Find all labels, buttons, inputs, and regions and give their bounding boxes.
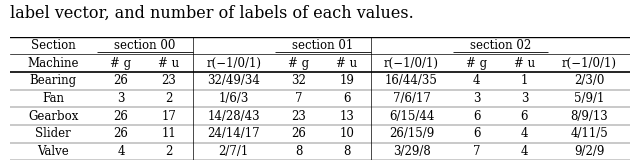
Text: 2: 2 [165, 145, 172, 158]
Text: label vector, and number of labels of each values.: label vector, and number of labels of ea… [10, 5, 413, 22]
Text: 6: 6 [521, 110, 528, 123]
Text: 19: 19 [339, 74, 354, 87]
Text: Slider: Slider [35, 127, 71, 140]
Text: r(−1/0/1): r(−1/0/1) [384, 57, 439, 70]
Text: 1/6/3: 1/6/3 [219, 92, 249, 105]
Text: 24/14/17: 24/14/17 [207, 127, 260, 140]
Text: 4: 4 [473, 74, 480, 87]
Text: 26: 26 [291, 127, 306, 140]
Text: 6: 6 [343, 92, 350, 105]
Text: 26: 26 [113, 74, 129, 87]
Text: 7: 7 [295, 92, 303, 105]
Text: section 02: section 02 [470, 39, 531, 52]
Text: 26/15/9: 26/15/9 [389, 127, 434, 140]
Text: # g: # g [466, 57, 487, 70]
Text: 32/49/34: 32/49/34 [207, 74, 260, 87]
Text: 26: 26 [113, 110, 129, 123]
Text: 32: 32 [291, 74, 306, 87]
Text: Gearbox: Gearbox [28, 110, 79, 123]
Text: 4: 4 [521, 145, 528, 158]
Text: 3/29/8: 3/29/8 [393, 145, 431, 158]
Text: 4: 4 [117, 145, 125, 158]
Text: 6: 6 [473, 127, 480, 140]
Text: 7/6/17: 7/6/17 [392, 92, 431, 105]
Text: 26: 26 [113, 127, 129, 140]
Text: # g: # g [110, 57, 131, 70]
Text: r(−1/0/1): r(−1/0/1) [562, 57, 617, 70]
Text: # u: # u [158, 57, 179, 70]
Text: 6/15/44: 6/15/44 [389, 110, 435, 123]
Text: 14/28/43: 14/28/43 [207, 110, 260, 123]
Text: 3: 3 [117, 92, 125, 105]
Text: 4/11/5: 4/11/5 [570, 127, 608, 140]
Text: 23: 23 [161, 74, 176, 87]
Text: 17: 17 [161, 110, 176, 123]
Text: 2/3/0: 2/3/0 [574, 74, 605, 87]
Text: 3: 3 [521, 92, 528, 105]
Text: 5/9/1: 5/9/1 [574, 92, 605, 105]
Text: 4: 4 [521, 127, 528, 140]
Text: 8: 8 [343, 145, 350, 158]
Text: Bearing: Bearing [29, 74, 77, 87]
Text: 2/7/1: 2/7/1 [219, 145, 249, 158]
Text: # u: # u [514, 57, 535, 70]
Text: 11: 11 [161, 127, 176, 140]
Text: 8: 8 [295, 145, 303, 158]
Text: 9/2/9: 9/2/9 [574, 145, 605, 158]
Text: 7: 7 [473, 145, 480, 158]
Text: 3: 3 [473, 92, 480, 105]
Text: Valve: Valve [37, 145, 69, 158]
Text: Machine: Machine [28, 57, 79, 70]
Text: 1: 1 [521, 74, 528, 87]
Text: section 00: section 00 [114, 39, 175, 52]
Text: 10: 10 [339, 127, 354, 140]
Text: Fan: Fan [42, 92, 64, 105]
Text: 2: 2 [165, 92, 172, 105]
Text: # u: # u [336, 57, 357, 70]
Text: 13: 13 [339, 110, 354, 123]
Text: 6: 6 [473, 110, 480, 123]
Text: section 01: section 01 [292, 39, 353, 52]
Text: Section: Section [31, 39, 76, 52]
Text: 8/9/13: 8/9/13 [570, 110, 608, 123]
Text: r(−1/0/1): r(−1/0/1) [206, 57, 261, 70]
Text: # g: # g [288, 57, 309, 70]
Text: 16/44/35: 16/44/35 [385, 74, 438, 87]
Text: 23: 23 [291, 110, 306, 123]
